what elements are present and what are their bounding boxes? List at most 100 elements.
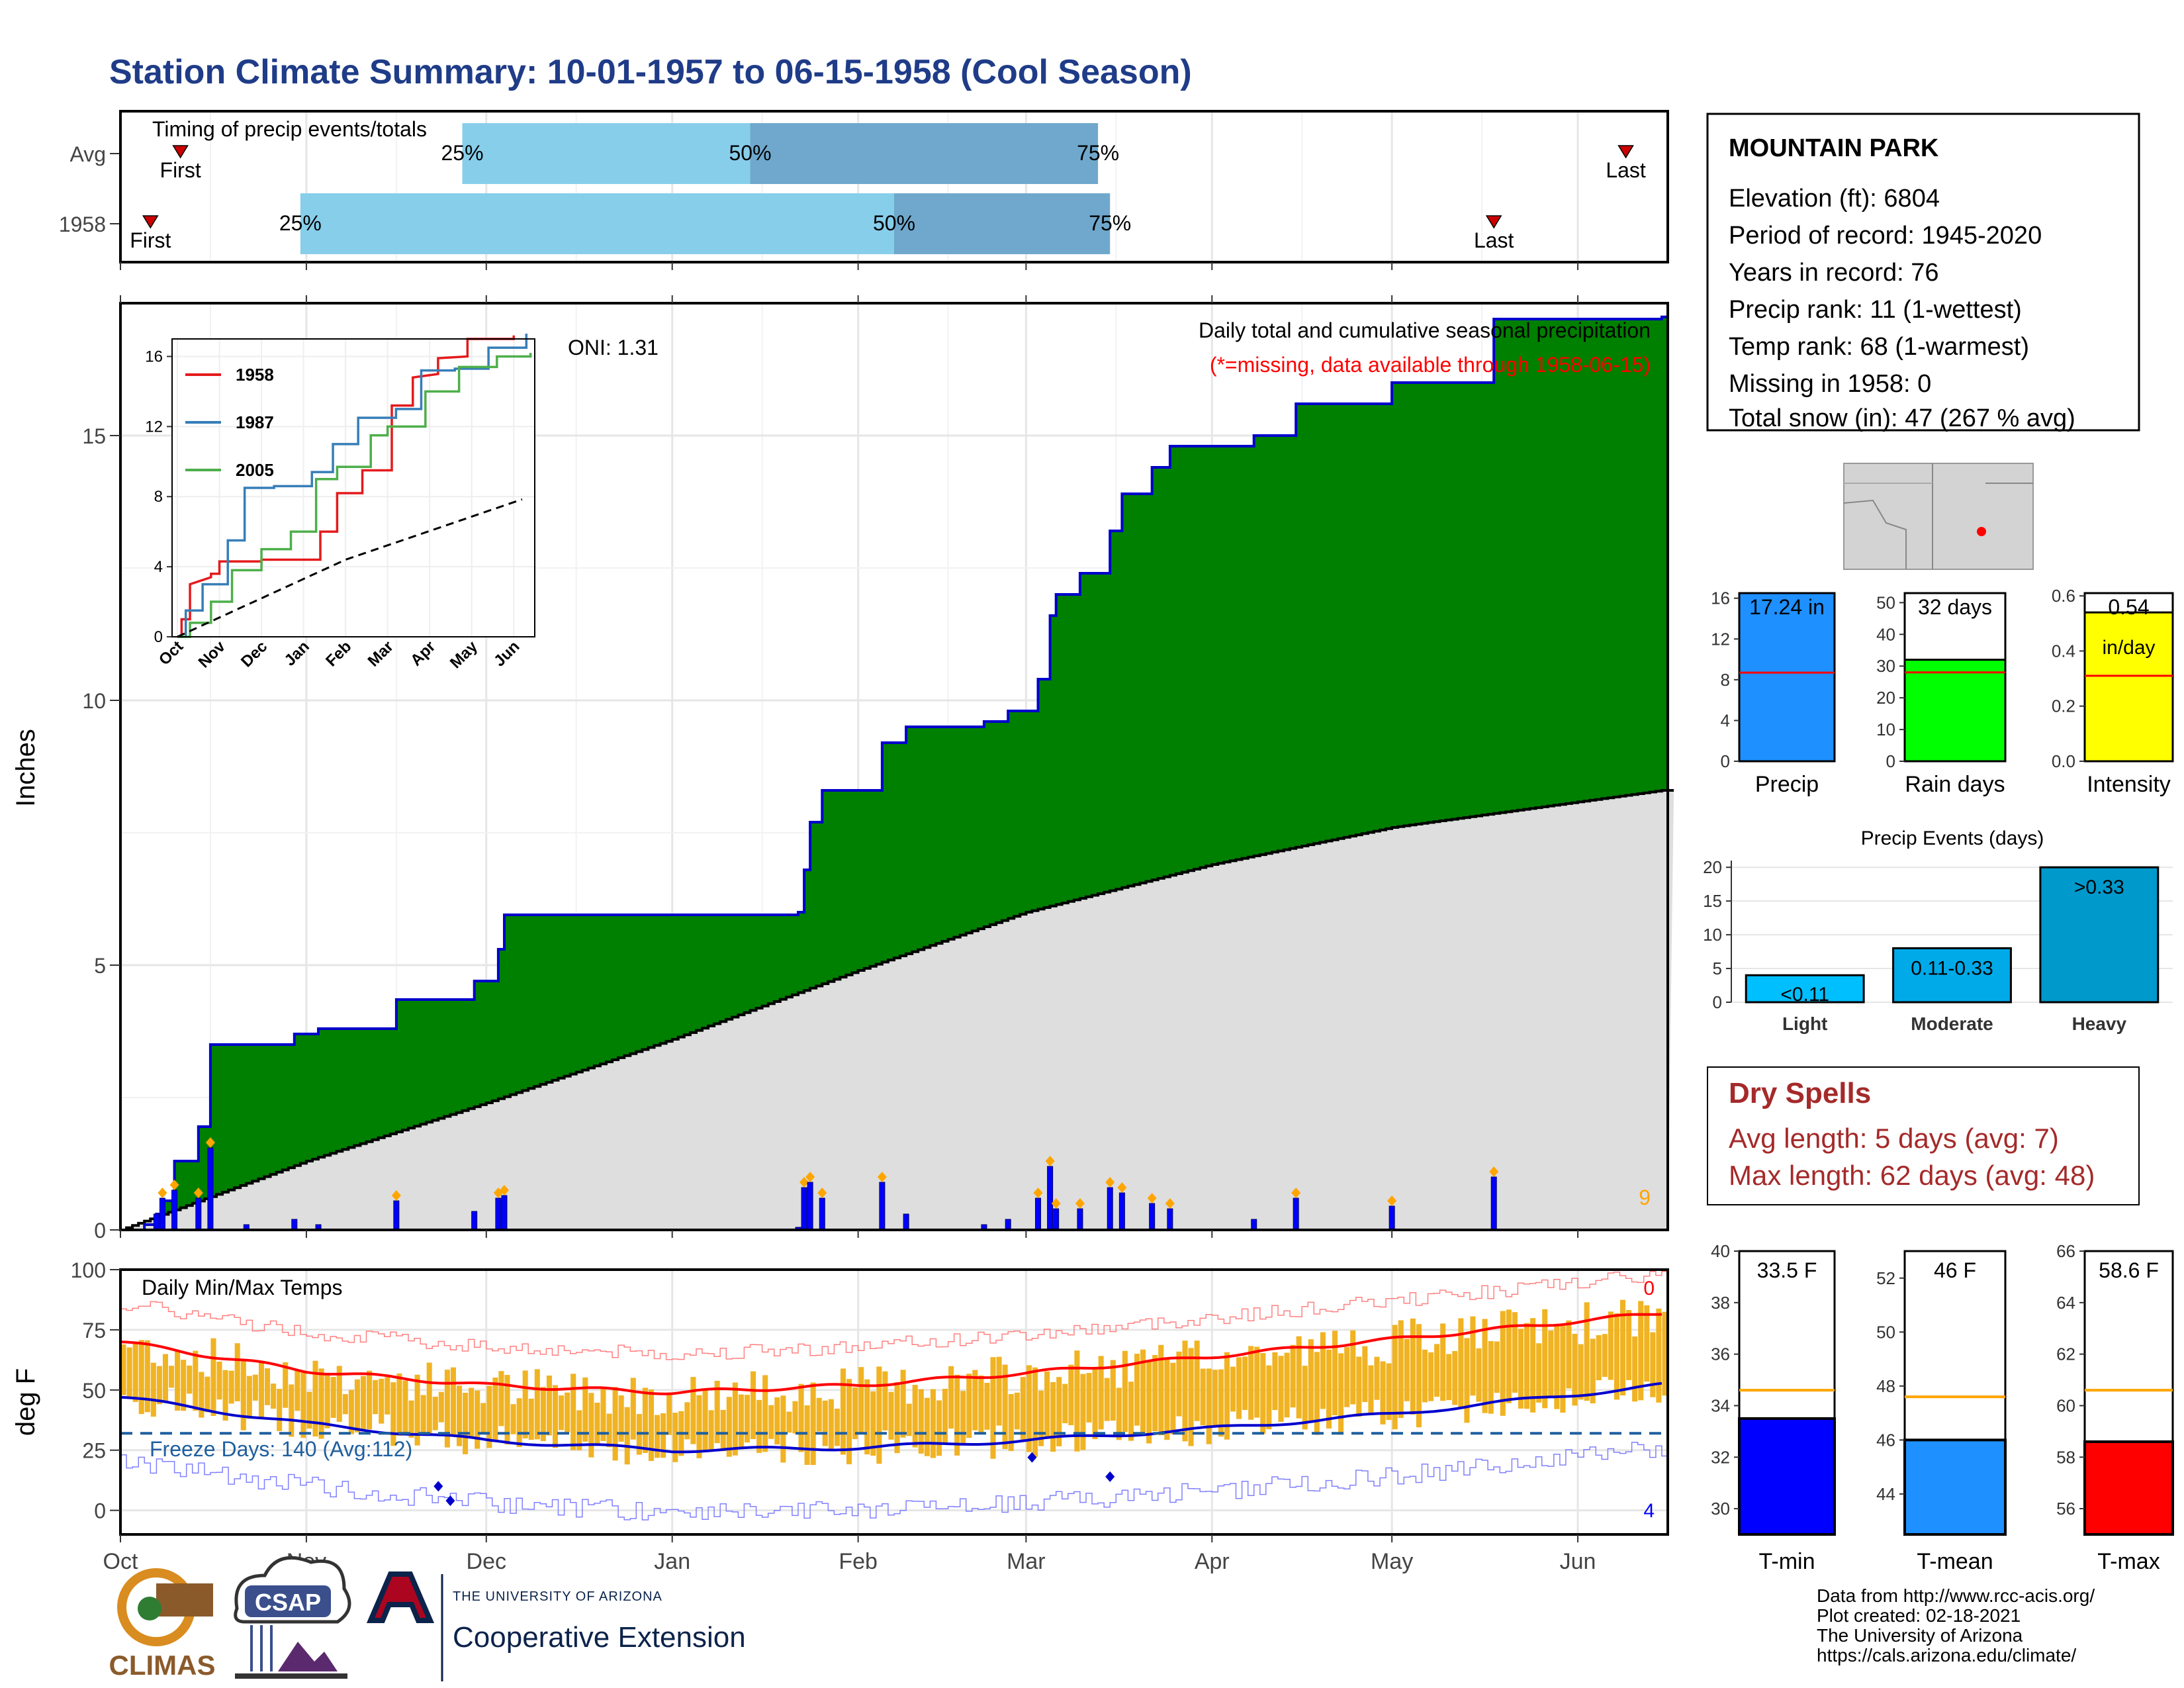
daily-temp-bar xyxy=(1320,1332,1326,1409)
daily-temp-bar xyxy=(492,1377,498,1442)
record-min-line xyxy=(120,1442,1668,1521)
timing-bar-50-75 xyxy=(750,123,1099,184)
summary-bar-label: Precip xyxy=(1755,772,1819,797)
daily-temp-bar xyxy=(906,1403,912,1436)
daily-temp-bar xyxy=(138,1340,144,1415)
daily-precip-bar xyxy=(159,1197,165,1231)
temp-bar-tick-label: 50 xyxy=(1876,1322,1895,1342)
daily-temp-bar xyxy=(271,1383,277,1409)
daily-temp-bar xyxy=(175,1350,181,1411)
daily-temp-bar xyxy=(210,1338,216,1416)
daily-temp-bar xyxy=(702,1388,708,1452)
daily-temp-bar xyxy=(708,1410,714,1450)
daily-temp-bar xyxy=(1392,1325,1398,1430)
daily-precip-bar xyxy=(1107,1187,1113,1231)
daily-temp-bar xyxy=(1092,1368,1098,1440)
daily-temp-bar xyxy=(1500,1311,1506,1416)
daily-temp-bar xyxy=(1146,1361,1152,1444)
daily-temp-bar xyxy=(1176,1351,1182,1417)
temp-bar-tick-label: 58 xyxy=(2056,1447,2075,1467)
daily-precip-bar xyxy=(1034,1197,1041,1231)
record-low-marker xyxy=(1105,1471,1115,1482)
daily-temp-bar xyxy=(1590,1338,1596,1403)
daily-temp-bar xyxy=(1518,1329,1524,1409)
temp-frame xyxy=(119,1268,1669,1536)
daily-temp-bar xyxy=(1248,1346,1254,1420)
daily-temp-bar xyxy=(199,1372,205,1418)
inset-y-tick-label: 16 xyxy=(145,348,163,365)
events-y-tick-label: 15 xyxy=(1703,891,1722,911)
daily-temp-bar xyxy=(930,1389,936,1458)
timing-panel: Timing of precip events/totals Avg 25% 50% 7… xyxy=(59,110,1669,263)
daily-temp-bar xyxy=(534,1369,540,1440)
daily-temp-bar xyxy=(126,1347,132,1398)
daily-temp-bar xyxy=(1416,1324,1422,1428)
last-event-marker xyxy=(1617,145,1634,159)
daily-temp-bar xyxy=(1398,1320,1404,1418)
station-missing: Missing in 1958: 0 xyxy=(1729,370,1931,398)
summary-bar-value: 17.24 in xyxy=(1749,595,1825,619)
daily-temp-bar xyxy=(438,1391,444,1423)
daily-temp-bar xyxy=(516,1398,522,1448)
daily-temp-bar xyxy=(367,1370,373,1430)
daily-temp-bar xyxy=(570,1374,576,1450)
daily-temp-bar xyxy=(1374,1356,1380,1400)
summary-bar-intensity xyxy=(2083,611,2174,763)
snow-marker xyxy=(1117,1182,1127,1193)
daily-temp-bar xyxy=(684,1402,690,1440)
snow-marker xyxy=(1387,1196,1397,1206)
daily-temp-bar xyxy=(666,1393,672,1435)
daily-temp-bar xyxy=(228,1370,234,1404)
temp-bar-t-mean xyxy=(1903,1438,2007,1536)
daily-temp-bar xyxy=(954,1374,960,1456)
daily-temp-bar xyxy=(1476,1348,1482,1402)
temp-bar-label: T-mean xyxy=(1917,1549,1993,1574)
summary-bar-tick-label: 0.2 xyxy=(2052,696,2075,716)
snow-marker xyxy=(1165,1198,1175,1209)
temp-y-tick-label: 25 xyxy=(82,1439,106,1463)
daily-temp-bar xyxy=(918,1389,924,1454)
daily-temp-bar xyxy=(798,1383,804,1452)
record-low-marker xyxy=(1027,1452,1037,1463)
temperature-summary-bars: 30 32 34 36 38 40 33.5 F T-min 44 46 48 50 52 46 F T-m… xyxy=(1711,1241,2174,1574)
daily-temp-bar xyxy=(1578,1344,1584,1400)
daily-temp-bar xyxy=(1170,1362,1176,1434)
month-tick-label: Mar xyxy=(1007,1549,1046,1574)
temp-bar-value: 58.6 F xyxy=(2099,1258,2159,1282)
daily-precip-bar xyxy=(207,1147,214,1231)
daily-temp-bar xyxy=(1404,1338,1410,1401)
summary-bar-rain-days xyxy=(1903,659,2007,763)
events-y-tick-label: 0 xyxy=(1713,992,1722,1012)
precip-y-tick-label: 10 xyxy=(82,689,106,713)
events-category-label: Light xyxy=(1782,1013,1827,1034)
daily-temp-bar xyxy=(672,1413,678,1462)
daily-temp-bar xyxy=(552,1385,559,1448)
events-title: Precip Events (days) xyxy=(1861,827,2044,849)
climas-logo-text: CLIMAS xyxy=(109,1650,216,1681)
daily-temp-bar xyxy=(1614,1313,1620,1400)
daily-temp-bar xyxy=(1452,1350,1458,1405)
daily-temp-bar xyxy=(1182,1340,1188,1442)
daily-temp-bar xyxy=(132,1342,138,1402)
daily-temp-bar xyxy=(168,1366,175,1388)
daily-temp-bar xyxy=(840,1368,846,1455)
daily-temp-bar xyxy=(642,1387,648,1453)
oni-value: ONI: 1.31 xyxy=(568,336,659,359)
daily-temp-bar xyxy=(1572,1333,1578,1406)
inset-y-tick-label: 4 xyxy=(154,558,163,576)
summary-bar-tick-label: 0.4 xyxy=(2052,641,2075,661)
snow-marker xyxy=(1147,1193,1157,1203)
daily-temp-bar xyxy=(1482,1319,1488,1413)
daily-temp-bar xyxy=(306,1391,312,1429)
events-y-tick-label: 10 xyxy=(1703,925,1722,945)
daily-temp-bar xyxy=(1218,1369,1224,1437)
corner-count: 9 xyxy=(1639,1186,1651,1209)
daily-precip-bar xyxy=(1118,1192,1125,1231)
daily-temp-bar xyxy=(714,1380,720,1444)
daily-temp-bar xyxy=(522,1370,528,1438)
inset-y-tick-label: 0 xyxy=(154,628,163,646)
daily-temp-bar xyxy=(1662,1311,1668,1396)
daily-temp-bar xyxy=(463,1392,469,1454)
timing-p50-label: 50% xyxy=(873,211,915,235)
daily-temp-bar xyxy=(720,1409,726,1452)
